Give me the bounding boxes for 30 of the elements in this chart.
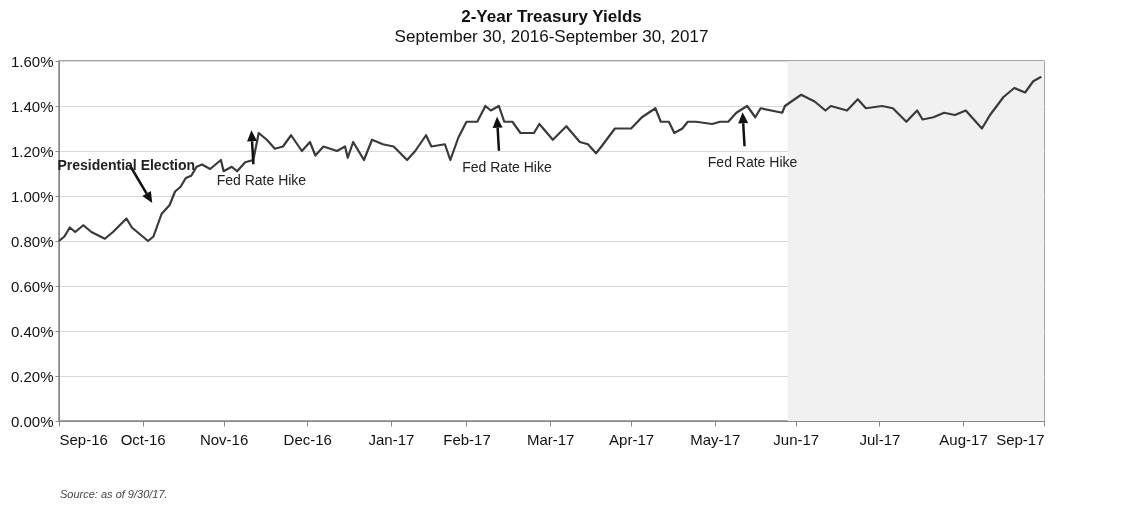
chart-subtitle: September 30, 2016-September 30, 2017: [394, 27, 709, 46]
y-tick-label: 0.80%: [10, 232, 54, 250]
annotation: Presidential Election: [57, 157, 196, 173]
x-tick-label: Sep-16: [59, 430, 108, 448]
chart-title: 2-Year Treasury Yields: [461, 7, 642, 26]
line-series: [57, 75, 1043, 243]
y-tick-label: 1.00%: [10, 187, 54, 205]
x-tick-label: Dec-16: [283, 430, 332, 448]
x-tick-label: Feb-17: [443, 430, 491, 448]
y-tick-label: 1.40%: [10, 97, 54, 115]
x-tick-label: Jan-17: [368, 430, 415, 448]
x-tick-label: Mar-17: [526, 430, 575, 448]
x-tick-label: May-17: [690, 430, 741, 448]
annotation: Fed Rate Hike: [216, 172, 307, 189]
x-tick-label: Oct-16: [120, 430, 166, 448]
y-tick-label: 0.00%: [10, 412, 54, 430]
y-tick-label: 0.20%: [10, 367, 54, 385]
annotation: Fed Rate Hike: [462, 158, 552, 175]
annotation: Fed Rate Hike: [707, 154, 798, 171]
x-tick-label: Aug-17: [939, 430, 988, 448]
x-tick-label: Jun-17: [773, 430, 820, 448]
source-note: Source: as of 9/30/17.: [60, 488, 168, 500]
x-tick-label: Nov-16: [199, 430, 249, 448]
y-tick-label: 1.20%: [10, 142, 54, 160]
y-tick-label: 0.40%: [10, 322, 54, 340]
x-tick-label: Jul-17: [859, 430, 901, 448]
x-tick-label: Sep-17: [996, 430, 1045, 448]
y-tick-label: 1.60%: [10, 52, 54, 70]
x-tick-label: Apr-17: [609, 430, 655, 448]
y-tick-label: 0.60%: [10, 277, 54, 295]
